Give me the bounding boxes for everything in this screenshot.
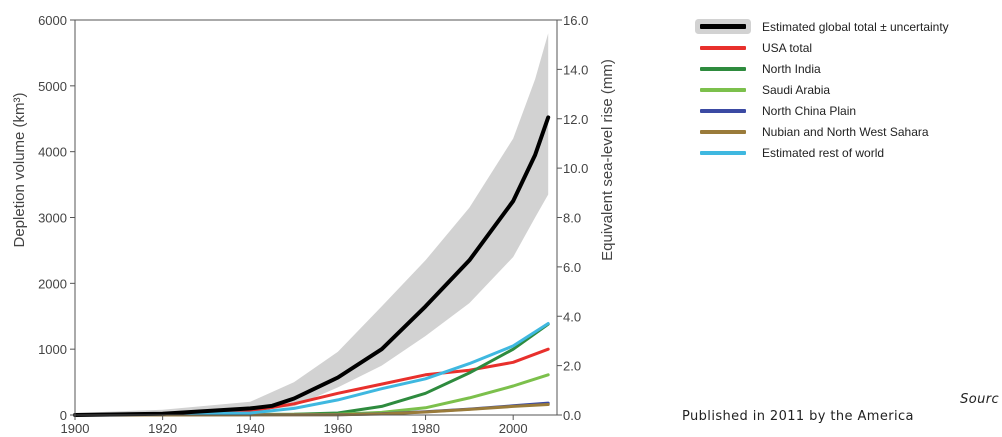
legend-swatch-saudi-arabia bbox=[700, 87, 746, 92]
y-tick-label: 4000 bbox=[38, 145, 67, 160]
y-tick-label: 5000 bbox=[38, 79, 67, 94]
y-axis-title: Depletion volume (km³) bbox=[11, 92, 28, 247]
y2-tick-label: 6.0 bbox=[563, 260, 581, 275]
y-tick-label: 2000 bbox=[38, 276, 67, 291]
y2-tick-label: 10.0 bbox=[563, 161, 588, 176]
source-caption-line1: Sourc bbox=[960, 392, 999, 407]
legend-label-usa-total: USA total bbox=[762, 40, 813, 55]
legend-label-nubian-sahara: Nubian and North West Sahara bbox=[762, 124, 929, 139]
y2-axis-title: Equivalent sea-level rise (mm) bbox=[599, 59, 616, 261]
legend-label-saudi-arabia: Saudi Arabia bbox=[762, 82, 831, 97]
y2-tick-label: 0.0 bbox=[563, 408, 581, 423]
depletion-chart: 1900 1920 1940 1960 1980 2000 0 1000 2000 3000 400… bbox=[11, 13, 616, 436]
legend-item-usa-total: USA total bbox=[700, 37, 949, 58]
legend-swatch-usa-total bbox=[700, 45, 746, 50]
uncertainty-band bbox=[75, 33, 549, 415]
x-tick-label: 1960 bbox=[323, 421, 352, 436]
series-line-estimated-rest-of-world bbox=[73, 322, 550, 417]
legend-swatch-nubian-sahara bbox=[700, 129, 746, 134]
y2-tick-label: 4.0 bbox=[563, 309, 581, 324]
legend-swatch-rest-of-world bbox=[700, 150, 746, 155]
axis-layer: 1900 1920 1940 1960 1980 2000 0 1000 2000 3000 400… bbox=[38, 13, 588, 436]
y-tick-label: 3000 bbox=[38, 211, 67, 226]
legend-item-north-china-plain: North China Plain bbox=[700, 100, 949, 121]
y2-tick-label: 14.0 bbox=[563, 62, 588, 77]
y-tick-label: 6000 bbox=[38, 13, 67, 28]
y-tick-label: 1000 bbox=[38, 342, 67, 357]
x-tick-label: 1980 bbox=[411, 421, 440, 436]
y-tick-label: 0 bbox=[60, 408, 67, 423]
series-line-estimated-global-total-uncertainty bbox=[73, 115, 551, 417]
source-caption-line2: Published in 2011 by the America bbox=[682, 409, 914, 424]
legend-swatch-global-total bbox=[700, 24, 746, 29]
x-tick-label: 1900 bbox=[61, 421, 90, 436]
legend-label-rest-of-world: Estimated rest of world bbox=[762, 145, 885, 160]
y2-tick-label: 12.0 bbox=[563, 112, 588, 127]
legend: Estimated global total ± uncertainty USA… bbox=[700, 16, 949, 163]
series-line-north-india bbox=[73, 322, 550, 417]
x-tick-label: 1920 bbox=[148, 421, 177, 436]
legend-label-north-india: North India bbox=[762, 61, 821, 76]
legend-swatch-north-india bbox=[700, 66, 746, 71]
legend-item-north-india: North India bbox=[700, 58, 949, 79]
x-tick-label: 1940 bbox=[236, 421, 265, 436]
uncertainty-band-layer bbox=[75, 33, 549, 415]
legend-label-north-china-plain: North China Plain bbox=[762, 103, 857, 118]
legend-item-global-total: Estimated global total ± uncertainty bbox=[700, 16, 949, 37]
legend-swatch-north-china-plain bbox=[700, 108, 746, 113]
legend-item-rest-of-world: Estimated rest of world bbox=[700, 142, 949, 163]
legend-item-saudi-arabia: Saudi Arabia bbox=[700, 79, 949, 100]
source-caption: Sourc Published in 2011 by the America bbox=[682, 392, 1002, 437]
x-tick-label: 2000 bbox=[499, 421, 528, 436]
legend-item-nubian-sahara: Nubian and North West Sahara bbox=[700, 121, 949, 142]
legend-label-global-total: Estimated global total ± uncertainty bbox=[762, 19, 949, 34]
y2-tick-label: 2.0 bbox=[563, 359, 581, 374]
y2-tick-label: 8.0 bbox=[563, 211, 581, 226]
y2-tick-label: 16.0 bbox=[563, 13, 588, 28]
